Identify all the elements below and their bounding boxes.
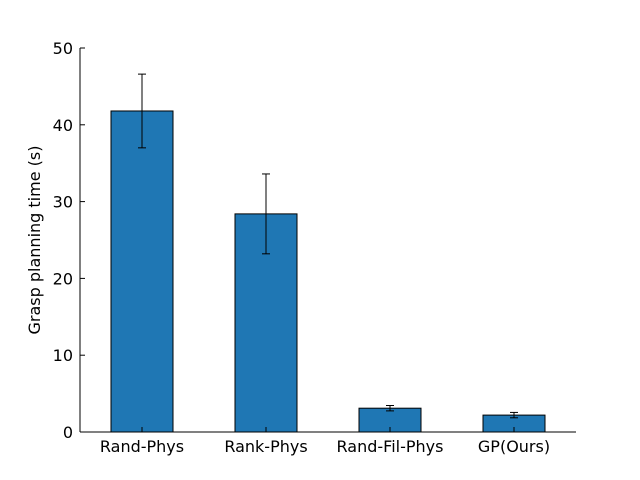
x-tick-label-4: GP(Ours)	[478, 437, 550, 456]
x-tick-label-2: Rank-Phys	[224, 437, 307, 456]
bar-1	[110, 110, 174, 433]
y-tick-label-2: 10	[53, 346, 73, 365]
y-tick-label-1: 0	[63, 423, 73, 442]
x-tick-label-3: Rand-Fil-Phys	[337, 437, 444, 456]
y-tick-label-3: 20	[53, 269, 73, 288]
y-tick-label-4: 30	[53, 193, 73, 212]
y-tick-label-5: 40	[53, 116, 73, 135]
axes-layer	[79, 48, 576, 433]
error-bars-layer	[138, 73, 518, 419]
y-axis-label: Grasp planning time (s)	[25, 146, 44, 335]
y-ticks-layer: 0 10 20 30 40 50	[53, 39, 85, 442]
x-tick-label-1: Rand-Phys	[100, 437, 184, 456]
y-tick-label-6: 50	[53, 39, 73, 58]
x-ticks-layer: Rand-Phys Rank-Phys Rand-Fil-Phys GP(Ours)	[100, 427, 550, 456]
